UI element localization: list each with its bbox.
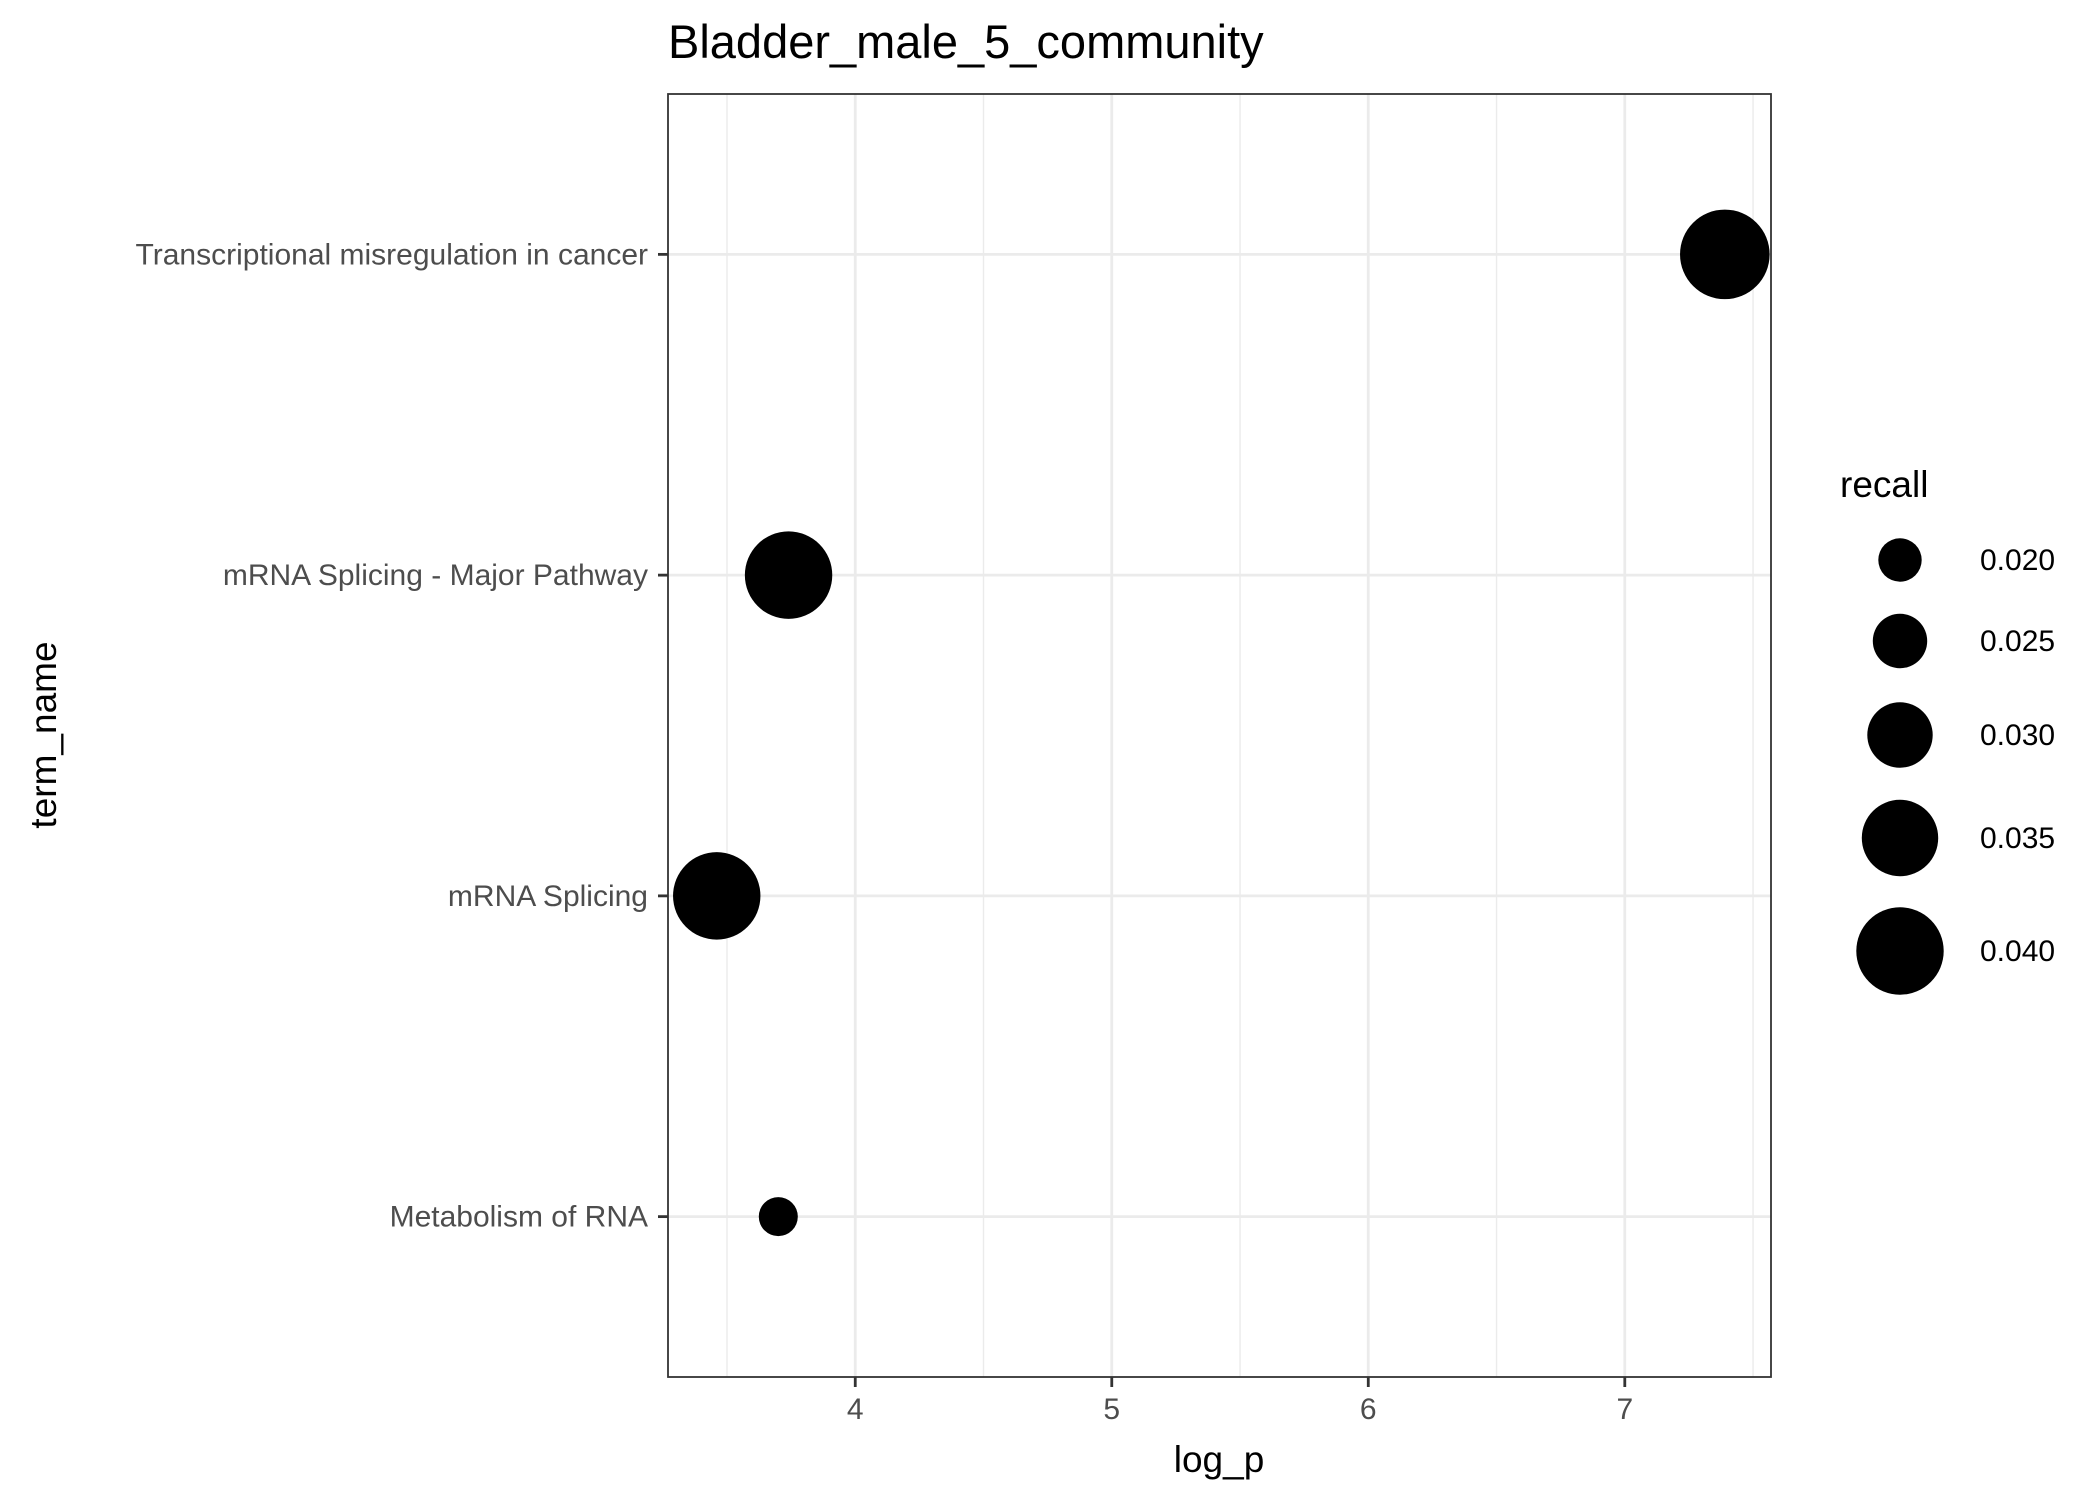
x-tick-label: 4: [847, 1393, 864, 1426]
y-tick-label: Metabolism of RNA: [390, 1201, 648, 1234]
legend-label: 0.030: [1980, 719, 2055, 752]
y-axis: Transcriptional misregulation in cancer m…: [136, 238, 668, 1234]
x-axis-title: log_p: [1174, 1439, 1265, 1480]
x-tick-label: 5: [1103, 1393, 1120, 1426]
legend-label: 0.020: [1980, 544, 2055, 577]
data-point: [758, 1197, 798, 1237]
legend-key: [1867, 702, 1933, 768]
y-tick-label: mRNA Splicing - Major Pathway: [223, 559, 648, 592]
grid: [668, 94, 1771, 1377]
legend-label: 0.025: [1980, 625, 2055, 658]
data-point: [673, 852, 761, 940]
y-tick-label: mRNA Splicing: [448, 880, 648, 913]
x-tick-label: 6: [1360, 1393, 1377, 1426]
legend-label: 0.035: [1980, 822, 2055, 855]
x-tick-label: 7: [1616, 1393, 1633, 1426]
legend-key: [1861, 799, 1939, 877]
legend-title: recall: [1840, 464, 1928, 505]
x-axis: 4 5 6 7: [847, 1377, 1633, 1426]
y-axis-title: term_name: [23, 641, 64, 828]
panel-border: [667, 93, 1772, 1378]
data-point: [744, 531, 833, 619]
legend-key: [1856, 907, 1944, 995]
data-points: [673, 209, 1770, 1237]
legend-key: [1872, 613, 1928, 669]
legend-label: 0.040: [1980, 935, 2055, 968]
chart-title: Bladder_male_5_community: [668, 15, 1264, 68]
legend-key: [1878, 538, 1922, 582]
legend: recall 0.020 0.025 0.030 0.035 0.040: [1840, 464, 2055, 995]
y-tick-label: Transcriptional misregulation in cancer: [136, 238, 648, 271]
data-point: [1680, 209, 1770, 300]
